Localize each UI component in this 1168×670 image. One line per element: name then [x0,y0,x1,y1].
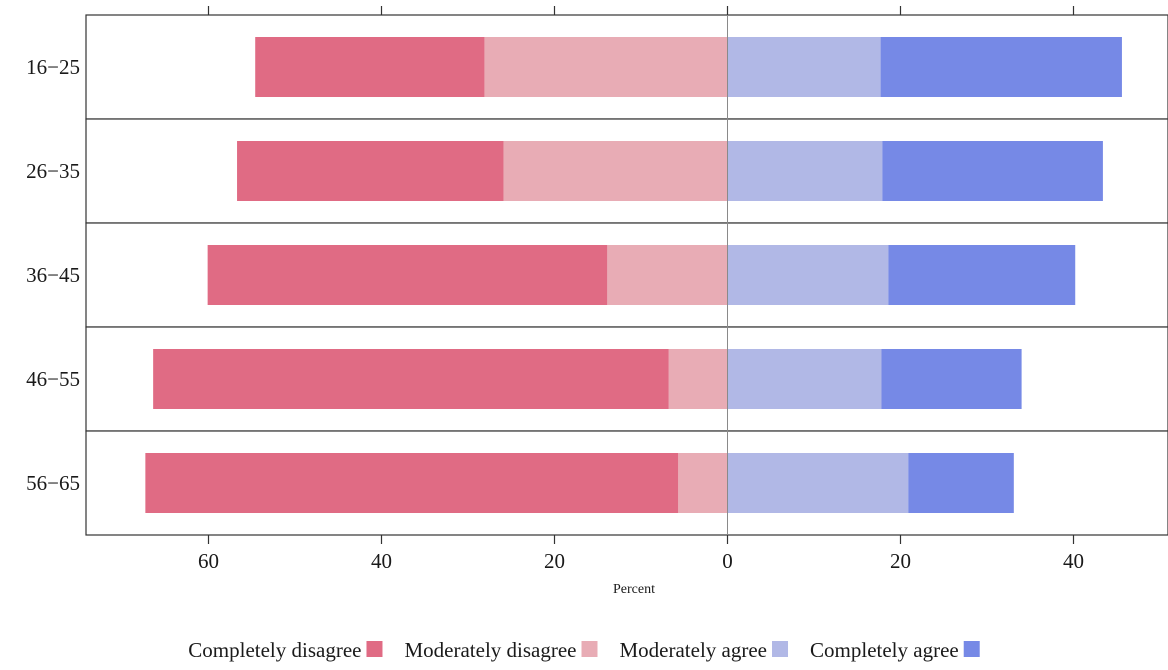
legend-item: Moderately disagree [404,638,598,662]
bar-completely-agree-2 [882,141,1103,201]
bar-moderately-disagree-2 [503,141,728,201]
bar-moderately-disagree-1 [484,37,728,97]
bar-moderately-agree-1 [727,37,881,97]
x-axis-title: Percent [613,582,655,597]
x-tick-label: 40 [1063,549,1084,573]
bar-moderately-disagree-5 [678,453,728,513]
bar-completely-agree-3 [888,245,1076,305]
y-tick-label: 16−25 [26,55,80,79]
bar-completely-disagree-5 [145,453,679,513]
bar-completely-agree-5 [908,453,1014,513]
bar-completely-disagree-3 [207,245,608,305]
legend-item: Completely disagree [188,638,383,662]
legend-label: Completely agree [810,638,959,662]
y-tick-label: 36−45 [26,263,80,287]
bar-moderately-agree-2 [727,141,883,201]
x-tick-label: 20 [544,549,565,573]
legend: Completely disagree Moderately disagree Mo… [188,638,980,662]
legend-swatch [963,641,980,657]
x-tick-label: 20 [890,549,911,573]
legend-label: Completely disagree [188,638,361,662]
x-tick-label: 0 [722,549,733,573]
bar-completely-disagree-1 [255,37,485,97]
bar-moderately-agree-4 [727,349,882,409]
bar-completely-agree-4 [881,349,1022,409]
y-tick-label: 46−55 [26,367,80,391]
x-axis: 60 40 20 0 20 40 [198,6,1084,573]
bar-moderately-agree-5 [727,453,909,513]
legend-label: Moderately agree [620,638,768,662]
legend-item: Moderately agree [620,638,789,662]
legend-label: Moderately disagree [404,638,576,662]
bar-moderately-agree-3 [727,245,889,305]
bar-completely-disagree-2 [237,141,504,201]
bars [145,37,1122,513]
x-tick-label: 60 [198,549,219,573]
legend-swatch [366,641,383,657]
legend-item: Completely agree [810,638,980,662]
bar-moderately-disagree-3 [607,245,728,305]
legend-swatch [772,641,789,657]
y-tick-label: 56−65 [26,471,80,495]
bar-completely-disagree-4 [153,349,669,409]
bar-moderately-disagree-4 [668,349,728,409]
y-tick-label: 26−35 [26,159,80,183]
y-axis: 16−25 26−35 36−45 46−55 56−65 [26,55,80,495]
bar-completely-agree-1 [880,37,1122,97]
x-tick-label: 40 [371,549,392,573]
legend-swatch [581,641,598,657]
